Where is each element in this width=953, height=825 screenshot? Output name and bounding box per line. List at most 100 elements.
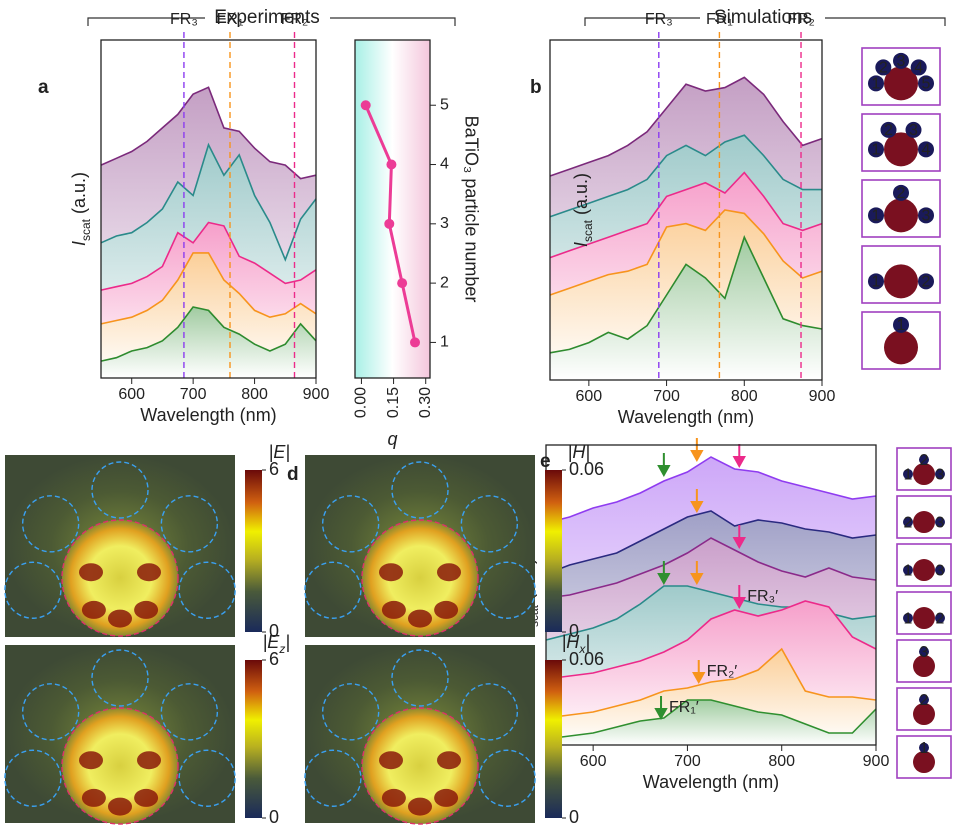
particle-outline (391, 461, 449, 519)
arrow (690, 489, 704, 514)
arrow (690, 561, 704, 586)
colorbar (545, 470, 562, 632)
core-particle (913, 607, 935, 630)
particle-outline (304, 749, 362, 807)
colorbar-tick-label: 0 (569, 807, 579, 825)
y-tick-label: 5 (440, 96, 449, 113)
field-hotspot (408, 609, 432, 628)
bracket (584, 17, 946, 26)
small-particle (903, 613, 913, 624)
area (101, 307, 316, 378)
core-particle (884, 132, 918, 167)
particle-outline (160, 495, 219, 553)
bracket (87, 17, 456, 26)
marker-label: FR₂ (787, 11, 815, 28)
particle-outline (460, 495, 519, 553)
small-particle (918, 207, 934, 224)
particle-outline (391, 649, 449, 707)
arrow (657, 453, 671, 478)
core-particle (913, 703, 935, 726)
field-hotspot (108, 609, 132, 628)
colorbar-tick-label: 6 (269, 459, 279, 479)
x-axis-label: Wavelength (nm) (643, 772, 779, 792)
particle-outline (160, 683, 219, 741)
field-hotspot (437, 563, 461, 582)
particle-outline (321, 683, 380, 741)
x-tick-label: 700 (180, 386, 207, 403)
spectrum-line (100, 142, 317, 262)
small-particle (919, 454, 929, 465)
field-hotspot (134, 600, 159, 619)
point (386, 159, 397, 170)
label-part: I (571, 242, 591, 247)
label-part: |H| (568, 442, 590, 462)
y-tick-label: 2 (440, 274, 449, 291)
x-axis-label: q (387, 429, 397, 449)
dielectric-outline (361, 707, 479, 825)
header: Experiments (214, 7, 320, 28)
colorbar-tick-label: 0.06 (569, 649, 604, 669)
particle-outline (21, 683, 80, 741)
particle-number: 4 (922, 142, 931, 159)
small-particle (918, 273, 934, 290)
x-axis-label: Wavelength (nm) (618, 407, 754, 427)
particle-number: 5 (922, 76, 931, 93)
small-particle (935, 613, 945, 624)
small-particle (903, 565, 913, 576)
arrow-label: FR₂′ (707, 663, 738, 680)
small-particle (935, 517, 945, 528)
particle-number: 1 (872, 274, 881, 291)
spectrum-line (545, 537, 877, 599)
core-particle (913, 463, 935, 486)
core-particle (913, 655, 935, 678)
small-particle (919, 742, 929, 753)
axis-label: Iscat (a.u.) (571, 173, 595, 247)
core-particle (913, 751, 935, 774)
axis-label: |E| (269, 442, 290, 462)
spectrum-line (549, 134, 822, 218)
particle-outline (178, 561, 236, 619)
spectrum-line (545, 600, 877, 680)
area (546, 700, 876, 745)
arrow (732, 525, 746, 550)
spectrum-line (545, 456, 877, 524)
core-particle (884, 198, 918, 233)
y-axis-label: BaTiO₃ particle number (461, 116, 481, 303)
x-tick-label: 700 (674, 753, 701, 770)
field-hotspot (379, 563, 403, 582)
core-particle (884, 330, 918, 365)
particle-number: 2 (936, 610, 945, 627)
spectrum-line (545, 699, 877, 740)
x-tick-label: 900 (809, 388, 836, 405)
label-part: (a.u.) (69, 172, 89, 219)
particle-number: 4 (914, 60, 923, 77)
small-particle (905, 121, 922, 138)
colorbar (245, 660, 262, 818)
point (410, 337, 420, 348)
x-tick-label: 0.00 (353, 387, 370, 418)
x-tick-label: 900 (303, 386, 330, 403)
y-tick-label: 4 (440, 156, 449, 173)
arrow (690, 438, 704, 463)
small-particle (919, 646, 929, 657)
axis-label: |H| (568, 442, 590, 462)
field-hotspot (79, 751, 103, 770)
arrow-label: FR₁′ (669, 699, 699, 716)
particle-number: 2 (879, 60, 888, 77)
field-hotspot (379, 751, 403, 770)
field-hotspot (137, 563, 161, 582)
x-tick-label: 700 (653, 388, 680, 405)
particle-outline (478, 561, 536, 619)
x-tick-label: 0.30 (417, 387, 434, 418)
particle-number: 3 (897, 53, 906, 70)
point (384, 218, 395, 229)
particle-outline (478, 749, 536, 807)
small-particle (868, 141, 884, 158)
particle-outline (4, 749, 62, 807)
colorbar-tick-label: 6 (269, 649, 279, 669)
spectrum-line (100, 306, 317, 362)
particle-number: 3 (936, 562, 945, 579)
x-axis-label: Wavelength (nm) (140, 405, 276, 425)
arrow (732, 444, 746, 469)
